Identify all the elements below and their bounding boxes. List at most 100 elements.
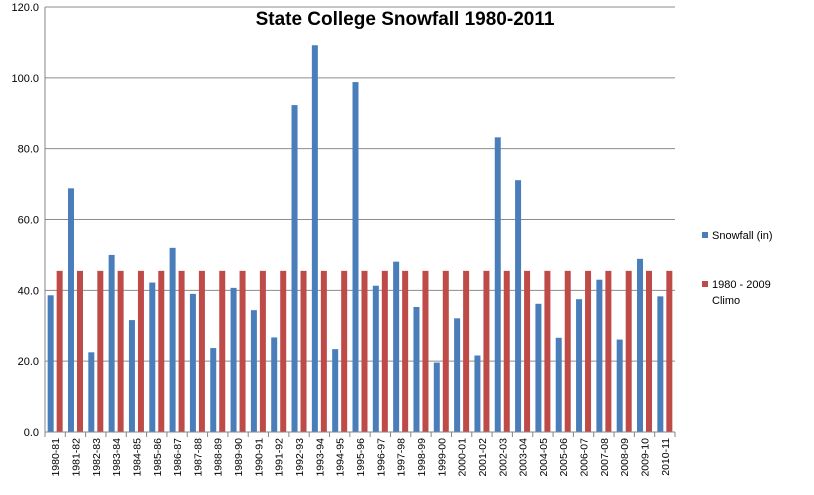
chart-title: State College Snowfall 1980-2011 bbox=[256, 9, 555, 30]
x-tick-label: 2004-05 bbox=[538, 438, 550, 477]
y-tick-label: 0.0 bbox=[24, 427, 39, 439]
snowfall-bar bbox=[169, 247, 176, 432]
x-tick-label: 1996-97 bbox=[375, 438, 387, 477]
legend-label-line: 1980 - 2009 bbox=[712, 279, 771, 291]
x-axis: 1980-81 1981-82 1982-83 1983-84 1984-85 1985-… bbox=[44, 431, 676, 477]
climo-bar bbox=[544, 270, 551, 432]
snowfall-bar bbox=[413, 306, 420, 432]
x-tick-label: 1994-95 bbox=[335, 438, 347, 477]
snowfall-bar bbox=[88, 352, 95, 432]
snowfall-bar bbox=[576, 299, 583, 432]
snowfall-bar bbox=[596, 279, 603, 432]
snowfall-bar bbox=[128, 320, 135, 432]
climo-bar bbox=[178, 270, 185, 432]
climo-bar bbox=[381, 270, 388, 432]
snowfall-bar bbox=[291, 105, 298, 433]
snowfall-bar bbox=[372, 285, 379, 432]
snowfall-bar bbox=[657, 296, 664, 432]
snowfall-bar bbox=[47, 295, 54, 432]
snowfall-bar bbox=[230, 287, 237, 432]
climo-bar bbox=[605, 270, 612, 432]
climo-bar bbox=[402, 270, 409, 432]
y-tick-label: 20.0 bbox=[18, 356, 39, 368]
snowfall-bar bbox=[474, 355, 481, 432]
y-tick-label: 60.0 bbox=[18, 215, 39, 227]
legend-label-line: Climo bbox=[712, 295, 740, 307]
x-tick-label: 1990-91 bbox=[253, 438, 265, 477]
climo-bar bbox=[463, 270, 470, 432]
x-tick-label: 1995-96 bbox=[355, 438, 367, 477]
climo-bar bbox=[239, 270, 246, 432]
legend-label-snowfall: Snowfall (in) bbox=[712, 230, 773, 242]
y-tick-label: 100.0 bbox=[11, 73, 39, 85]
climo-bar bbox=[341, 270, 348, 432]
climo-bar bbox=[524, 270, 531, 432]
x-tick-label: 2008-09 bbox=[619, 438, 631, 477]
x-tick-label: 2009-10 bbox=[640, 438, 652, 477]
x-tick-label: 1986-87 bbox=[172, 438, 184, 477]
snowfall-bar bbox=[271, 337, 278, 432]
snowfall-bar bbox=[210, 348, 217, 432]
x-tick-label: 1982-83 bbox=[91, 438, 103, 477]
x-tick-label: 2003-04 bbox=[518, 438, 530, 477]
climo-bar bbox=[280, 270, 287, 432]
x-tick-label: 1993-94 bbox=[314, 438, 326, 477]
climo-bar bbox=[585, 270, 592, 432]
x-tick-label: 1992-93 bbox=[294, 438, 306, 477]
y-tick-label: 40.0 bbox=[18, 285, 39, 297]
legend-swatch-snowfall bbox=[702, 232, 708, 238]
climo-bar bbox=[158, 270, 165, 432]
y-axis: 0.0 20.0 40.0 60.0 80.0 100.0 120.0 bbox=[11, 2, 46, 439]
snowfall-bar bbox=[454, 318, 461, 432]
climo-bar bbox=[503, 270, 510, 432]
climo-bar bbox=[97, 270, 104, 432]
legend-label-climo: 1980 - 2009 Climo bbox=[712, 279, 771, 307]
snowfall-bar bbox=[494, 137, 501, 433]
x-tick-label: 1989-90 bbox=[233, 438, 245, 477]
x-tick-label: 2002-03 bbox=[497, 438, 509, 477]
climo-bar bbox=[117, 270, 124, 432]
snowfall-bar bbox=[189, 293, 196, 432]
climo-bar bbox=[625, 270, 632, 432]
x-tick-label: 1983-84 bbox=[111, 438, 123, 477]
climo-bar bbox=[198, 270, 205, 432]
snowfall-bar bbox=[616, 339, 623, 432]
snowfall-bar bbox=[332, 349, 339, 432]
snowfall-bar bbox=[311, 45, 318, 432]
x-tick-label: 1988-89 bbox=[213, 438, 225, 477]
snowfall-bar bbox=[149, 282, 156, 432]
snowfall-bar bbox=[555, 337, 562, 432]
x-tick-label: 1991-92 bbox=[274, 438, 286, 477]
x-tick-label: 1980-81 bbox=[50, 438, 62, 477]
climo-bar bbox=[259, 270, 266, 432]
snowfall-bar bbox=[637, 258, 644, 432]
climo-bar bbox=[137, 270, 144, 432]
snowfall-bar bbox=[393, 261, 400, 432]
climo-bar bbox=[300, 270, 307, 432]
x-tick-label: 1987-88 bbox=[192, 438, 204, 477]
snowfall-bar bbox=[108, 254, 115, 432]
snowfall-bar bbox=[250, 310, 257, 432]
y-tick-label: 80.0 bbox=[18, 144, 39, 156]
x-tick-label: 2005-06 bbox=[558, 438, 570, 477]
climo-bar bbox=[422, 270, 429, 432]
x-tick-label: 2010-11 bbox=[660, 438, 672, 476]
snowfall-bar bbox=[67, 188, 74, 432]
climo-bar bbox=[483, 270, 490, 432]
legend-swatch-climo bbox=[702, 281, 708, 287]
climo-bar bbox=[76, 270, 83, 432]
climo-bar bbox=[646, 270, 653, 432]
x-tick-label: 1998-99 bbox=[416, 438, 428, 477]
x-tick-label: 1985-86 bbox=[152, 438, 164, 477]
climo-bar bbox=[564, 270, 571, 432]
x-tick-label: 1984-85 bbox=[131, 438, 143, 477]
snowfall-bar bbox=[352, 82, 359, 432]
x-tick-label: 2007-08 bbox=[599, 438, 611, 477]
x-tick-label: 2006-07 bbox=[579, 438, 591, 477]
x-tick-label: 2001-02 bbox=[477, 438, 489, 477]
x-tick-label: 1999-00 bbox=[436, 438, 448, 477]
y-tick-label: 120.0 bbox=[11, 2, 39, 14]
legend: Snowfall (in) 1980 - 2009 Climo bbox=[702, 230, 773, 307]
x-tick-label: 1997-98 bbox=[396, 438, 408, 477]
